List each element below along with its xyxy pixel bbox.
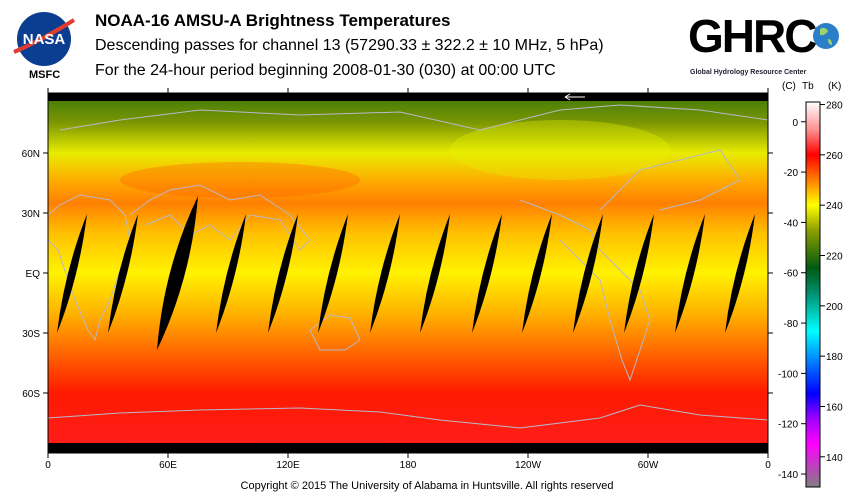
chart-period: For the 24-hour period beginning 2008-01… (95, 62, 556, 79)
colorbar-label-c: (C) (782, 81, 796, 92)
copyright: Copyright © 2015 The University of Alaba… (240, 480, 614, 492)
colorbar-c-label: -40 (784, 218, 799, 229)
x-tick-label: 180 (400, 460, 417, 471)
y-tick-label: EQ (26, 269, 41, 280)
data-gap-swath (216, 214, 246, 333)
msfc-label: MSFC (29, 69, 61, 81)
ghrc-logo-text: GHRC (688, 10, 816, 62)
colorbar-k-label: 220 (826, 251, 843, 262)
polar-gap-north (48, 93, 768, 101)
colorbar-k-label: 200 (826, 302, 843, 313)
coastlines (47, 104, 769, 429)
ghrc-caption: Global Hydrology Resource Center (690, 69, 807, 76)
x-tick-label: 0 (765, 460, 771, 471)
colorbar-label-k: (K) (828, 81, 841, 92)
y-tick-label: 60S (22, 389, 40, 400)
svg-text:NASA: NASA (23, 31, 66, 48)
colorbar-c-label: -140 (778, 470, 798, 481)
colorbar-k-label: 180 (826, 352, 843, 363)
colorbar-c-label: -120 (778, 420, 798, 431)
colorbar-k-label: 260 (826, 151, 843, 162)
ghrc-logo: GHRC (688, 8, 848, 62)
x-tick-label: 120E (276, 460, 300, 471)
data-gap-swath (522, 214, 552, 333)
data-gap-swath (157, 196, 198, 350)
nasa-logo: NASA (12, 10, 76, 68)
data-gap-swath (57, 214, 87, 333)
x-tick-label: 120W (515, 460, 542, 471)
warm-anomaly (120, 162, 360, 198)
direction-arrow-icon (564, 93, 585, 101)
cool-anomaly (450, 120, 670, 180)
polar-gap-south (48, 443, 768, 453)
x-tick-label: 0 (45, 460, 51, 471)
chart-subtitle: Descending passes for channel 13 (57290.… (95, 37, 604, 54)
data-gap-swath (573, 214, 603, 333)
data-gap-swaths (57, 196, 755, 350)
colorbar-label-tb: Tb (802, 81, 814, 92)
data-gap-swath (318, 214, 348, 333)
map-area (47, 93, 769, 453)
data-gap-swath (420, 214, 450, 333)
colorbar-scale (805, 101, 821, 488)
colorbar-k-label: 160 (826, 402, 843, 413)
colorbar-c-label: -60 (784, 269, 799, 280)
y-tick-label: 30N (22, 209, 40, 220)
data-gap-swath (472, 214, 502, 333)
data-gap-swath (268, 214, 298, 333)
colorbar-c-label: -20 (784, 168, 799, 179)
x-tick-label: 60W (638, 460, 659, 471)
data-gap-swath (108, 214, 138, 333)
x-tick-label: 60E (159, 460, 177, 471)
y-tick-label: 30S (22, 329, 40, 340)
data-gap-swath (624, 214, 654, 333)
colorbar-k-label: 140 (826, 453, 843, 464)
chart-title: NOAA-16 AMSU-A Brightness Temperatures (95, 11, 451, 30)
x-axis: 0 60E 120E 180 120W 60W 0 (45, 88, 771, 471)
y-axis: 60N 30N EQ 30S 60S (22, 149, 773, 400)
colorbar-c-label: 0 (792, 118, 798, 129)
colorbar-c-label: -80 (784, 319, 799, 330)
colorbar-c-label: -100 (778, 369, 798, 380)
data-gap-swath (725, 214, 755, 333)
data-gap-swath (675, 214, 705, 333)
data-gap-swath (370, 214, 400, 333)
colorbar-k-label: 280 (826, 101, 843, 112)
brightness-field (48, 93, 768, 453)
colorbar: (C) Tb (K) 280 260 240 220 200 180 160 140 0 -20 -… (778, 81, 843, 488)
colorbar-k-label: 240 (826, 201, 843, 212)
y-tick-label: 60N (22, 149, 40, 160)
